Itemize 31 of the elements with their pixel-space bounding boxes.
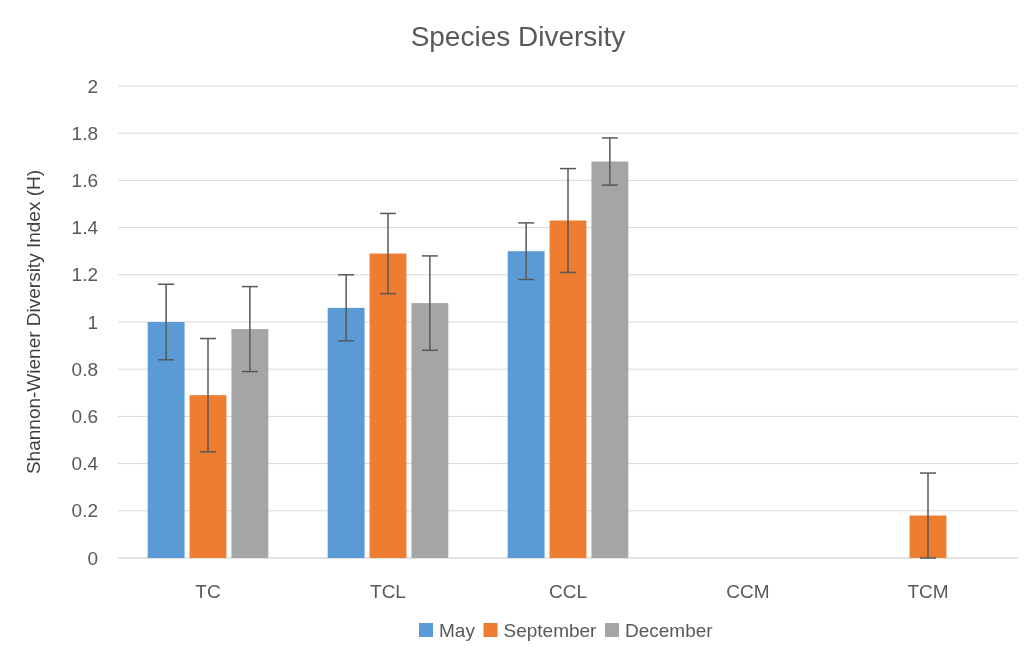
y-tick-label: 1.2 <box>71 264 98 286</box>
y-tick-label: 1.6 <box>71 170 98 192</box>
y-tick-label: 0.6 <box>71 406 98 428</box>
x-tick-label: CCL <box>548 581 588 602</box>
chart-title: Species Diversity <box>410 21 626 52</box>
bar <box>411 303 449 558</box>
y-tick-label: 0.8 <box>71 358 98 380</box>
y-tick-label: 1.8 <box>71 122 98 144</box>
y-tick-label: 0.2 <box>71 500 98 522</box>
bar <box>369 253 407 558</box>
bar <box>549 220 587 558</box>
y-tick-label: 0.4 <box>71 453 99 475</box>
bar <box>147 322 185 558</box>
y-tick-label: 1 <box>87 311 98 333</box>
legend-label: May <box>439 619 476 641</box>
x-tick-label: CCM <box>726 581 770 602</box>
bar <box>327 307 365 558</box>
legend-label: September <box>503 619 598 641</box>
y-tick-label: 2 <box>87 75 98 97</box>
y-tick-label: 0 <box>87 547 98 569</box>
x-tick-label: TCM <box>907 581 949 602</box>
x-tick-label: TCL <box>370 581 406 602</box>
bar <box>507 251 545 558</box>
legend-label: December <box>625 619 714 641</box>
bar <box>909 515 947 558</box>
y-axis-title: Shannon-Wiener Diversity Index (H) <box>23 169 44 475</box>
bar <box>189 395 227 558</box>
bar <box>591 161 629 558</box>
y-tick-label: 1.4 <box>71 217 99 239</box>
x-tick-label: TC <box>195 581 221 602</box>
bar <box>231 329 269 558</box>
